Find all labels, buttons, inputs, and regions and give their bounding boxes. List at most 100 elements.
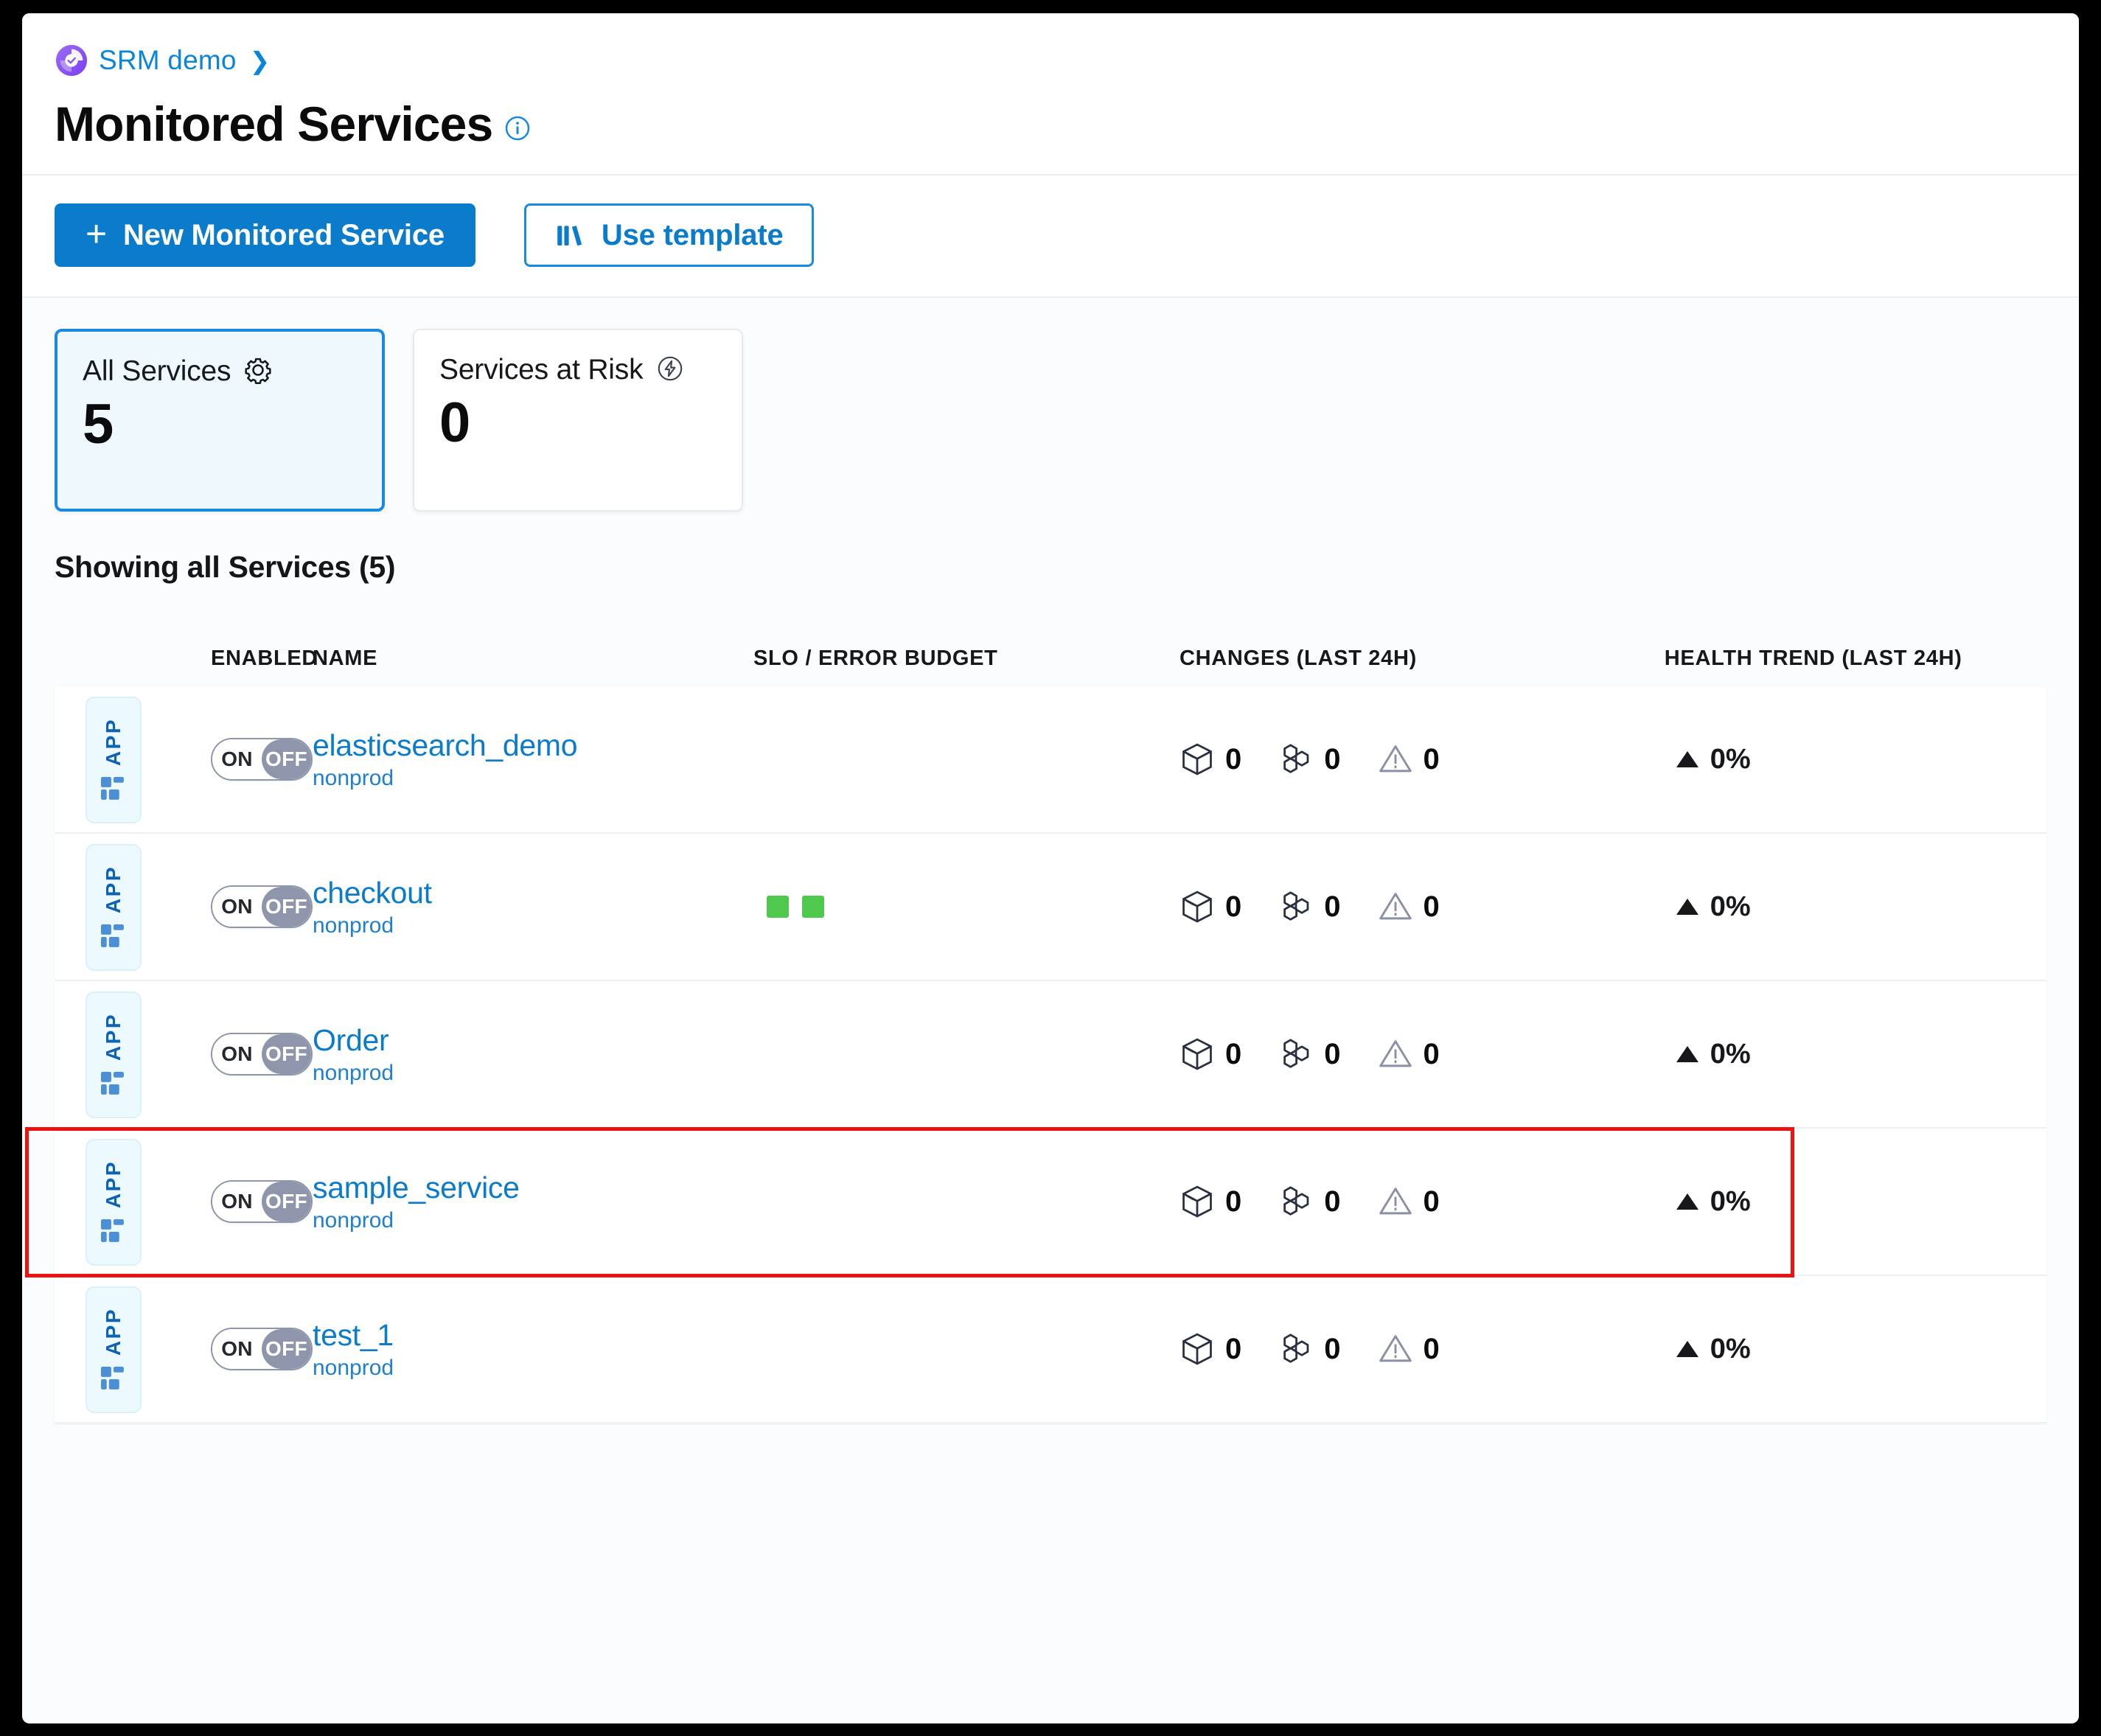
app-badge-label: APP (102, 1308, 125, 1356)
app-grid-icon (101, 1366, 126, 1392)
gear-icon[interactable] (244, 356, 272, 388)
health-trend-value: 0% (1710, 890, 1751, 922)
table-row[interactable]: APP ON OFF test_1 nonprod (55, 1276, 2046, 1423)
health-trend-group: 0% (1665, 1186, 1751, 1218)
app-grid-icon (101, 1219, 126, 1244)
change-metric: 0 (1378, 1331, 1440, 1367)
change-metric: 0 (1378, 742, 1440, 777)
table-footer (55, 1423, 2046, 1481)
enable-toggle[interactable]: ON OFF (211, 1033, 313, 1076)
infrastructure-hexagons-icon (1278, 1331, 1314, 1367)
change-metric-value: 0 (1423, 1037, 1440, 1070)
plus-icon: + (86, 213, 107, 254)
change-metric-value: 0 (1423, 742, 1440, 775)
toggle-on-segment[interactable]: ON (212, 739, 262, 779)
cell-health-trend: 0% (1665, 891, 2046, 923)
service-name-link[interactable]: checkout (313, 875, 432, 910)
column-header-changes: CHANGES (LAST 24H) (1180, 646, 1417, 670)
cell-name: sample_service nonprod (313, 1171, 753, 1233)
toggle-on-segment[interactable]: ON (212, 1329, 262, 1369)
table-row[interactable]: APP ON OFF sample_service nonprod (55, 1129, 2046, 1276)
slo-chip[interactable] (801, 896, 824, 918)
app-badge-label: APP (102, 1013, 125, 1062)
chevron-right-icon: ❯ (249, 46, 271, 74)
deployment-cube-icon (1180, 889, 1215, 924)
cell-changes: 0 0 0 (1180, 1331, 1665, 1367)
toggle-off-segment[interactable]: OFF (262, 1034, 311, 1074)
change-metric-value: 0 (1423, 890, 1440, 923)
toggle-off-segment[interactable]: OFF (262, 1182, 311, 1221)
service-identity: elasticsearch_demo nonprod (313, 728, 578, 791)
slo-chip[interactable] (766, 896, 789, 918)
service-name-link[interactable]: Order (313, 1022, 389, 1057)
app-badge-label: APP (102, 865, 125, 914)
change-metric-value: 0 (1225, 1332, 1242, 1365)
cell-changes: 0 0 0 (1180, 1036, 1665, 1072)
use-template-button[interactable]: Use template (523, 203, 814, 267)
lightning-circle-icon[interactable] (656, 355, 684, 386)
change-metric-value: 0 (1225, 742, 1242, 775)
use-template-label: Use template (601, 218, 784, 251)
change-metric: 0 (1378, 1184, 1440, 1219)
infrastructure-hexagons-icon (1278, 1036, 1314, 1072)
column-header-name: NAME (313, 646, 378, 670)
card-all-services[interactable]: All Services 5 (55, 329, 385, 512)
triangle-up-icon (1676, 1193, 1698, 1210)
cell-slo-error-budget (753, 896, 1180, 918)
harness-srm-logo-icon (55, 43, 88, 77)
infrastructure-hexagons-icon (1278, 889, 1314, 924)
change-metric-value: 0 (1423, 1332, 1440, 1365)
service-name-link[interactable]: test_1 (313, 1317, 394, 1352)
health-trend-value: 0% (1710, 743, 1751, 775)
table-row[interactable]: APP ON OFF Order nonprod (55, 981, 2046, 1129)
service-environment-label: nonprod (313, 765, 394, 790)
page-header: SRM demo ❯ Monitored Services (22, 13, 2079, 175)
app-type-badge: APP (86, 697, 142, 823)
table-row[interactable]: APP ON OFF checkout nonprod (55, 834, 2046, 981)
health-trend-group: 0% (1665, 891, 1751, 923)
toggle-off-segment[interactable]: OFF (262, 1329, 311, 1369)
change-metric-value: 0 (1324, 1332, 1341, 1365)
service-name-link[interactable]: sample_service (313, 1170, 520, 1205)
card-services-at-risk-head: Services at Risk (439, 354, 717, 386)
cell-enabled: ON OFF (115, 1180, 313, 1223)
enable-toggle[interactable]: ON OFF (211, 1328, 313, 1370)
page-title: Monitored Services (55, 97, 493, 151)
toggle-on-segment[interactable]: ON (212, 887, 262, 927)
table-row[interactable]: APP ON OFF elasticsearch_demo nonprod (55, 686, 2046, 834)
enable-toggle[interactable]: ON OFF (211, 885, 313, 928)
new-monitored-service-button[interactable]: + New Monitored Service (55, 203, 475, 267)
service-identity: test_1 nonprod (313, 1318, 394, 1381)
toggle-off-segment[interactable]: OFF (262, 739, 311, 779)
service-name-link[interactable]: elasticsearch_demo (313, 728, 578, 762)
app-type-badge: APP (86, 1286, 142, 1413)
cell-health-trend: 0% (1665, 1039, 2046, 1070)
cell-health-trend: 0% (1665, 1334, 2046, 1365)
incident-warning-triangle-icon (1378, 889, 1413, 924)
breadcrumb-project-link[interactable]: SRM demo (99, 45, 237, 75)
change-metric: 0 (1278, 1036, 1341, 1072)
toggle-on-segment[interactable]: ON (212, 1182, 262, 1221)
cell-enabled: ON OFF (115, 885, 313, 928)
triangle-up-icon (1676, 1046, 1698, 1062)
card-services-at-risk[interactable]: Services at Risk 0 (413, 329, 743, 512)
enable-toggle[interactable]: ON OFF (211, 738, 313, 781)
toggle-off-segment[interactable]: OFF (262, 887, 311, 927)
infrastructure-hexagons-icon (1278, 1184, 1314, 1219)
change-metric-value: 0 (1225, 1185, 1242, 1218)
change-metric: 0 (1378, 1036, 1440, 1072)
slo-chip-group (753, 896, 824, 918)
service-identity: Order nonprod (313, 1023, 394, 1086)
cell-name: elasticsearch_demo nonprod (313, 728, 753, 791)
change-metric: 0 (1180, 742, 1241, 777)
info-circle-icon[interactable] (504, 115, 531, 142)
incident-warning-triangle-icon (1378, 1036, 1413, 1072)
card-all-services-head: All Services (83, 355, 357, 388)
changes-group: 0 0 0 (1180, 1331, 1440, 1367)
cell-changes: 0 0 0 (1180, 1184, 1665, 1219)
table-header-row: ENABLED NAME SLO / ERROR BUDGET CHANGES … (55, 630, 2046, 686)
enable-toggle[interactable]: ON OFF (211, 1180, 313, 1223)
column-header-enabled: ENABLED (211, 646, 318, 670)
toggle-on-segment[interactable]: ON (212, 1034, 262, 1074)
page-title-row: Monitored Services (55, 96, 2079, 152)
